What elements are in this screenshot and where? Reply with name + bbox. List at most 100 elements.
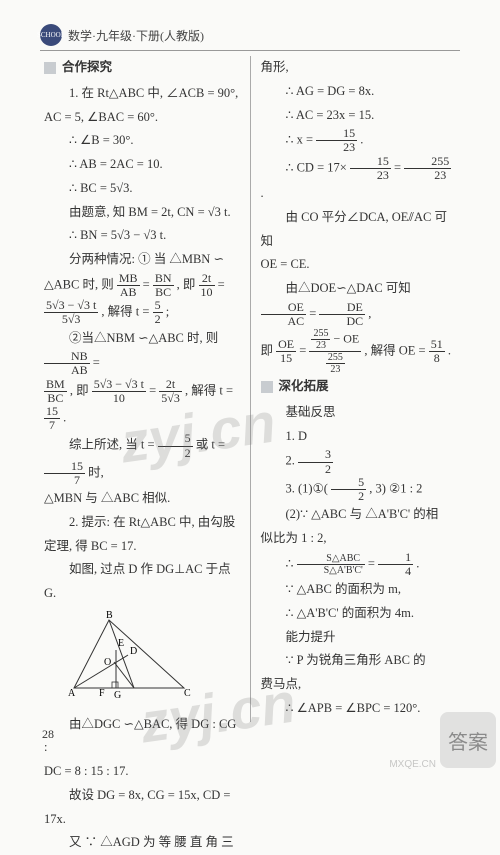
area-b-n: 1	[378, 551, 413, 565]
q2-row: 2. 32	[261, 448, 457, 475]
bbtd: 23	[311, 340, 330, 351]
l7: 分两种情况: ① 当 △MBN ∽	[44, 248, 240, 272]
fr1-a-den: AB	[117, 286, 140, 299]
section-deepen: 深化拓展	[261, 375, 457, 399]
sim-b: DEDC	[319, 301, 365, 328]
big-b-minus: − OE	[333, 331, 359, 345]
big-a: OE15	[276, 338, 296, 365]
big-b-bot: 25523	[326, 352, 345, 375]
big-eq1: =	[299, 344, 309, 358]
corner-logo-icon: 答案	[440, 712, 496, 768]
cd-b-d: 23	[404, 169, 451, 182]
sum-b: 157	[44, 460, 85, 487]
q1: 1. D	[261, 425, 457, 449]
big-row: 即 OE15 = 25523 − OE 25523 , 解得 OE = 518 …	[261, 328, 457, 375]
x-suf: .	[360, 133, 363, 147]
p-l3: ∴ ∠APB = ∠BPC = 120°.	[261, 697, 457, 721]
l6: ∴ BN = 5√3 − √3 t.	[44, 224, 240, 248]
sum-a: 52	[158, 432, 193, 459]
cd-suf: .	[261, 186, 264, 200]
p2: 2. 提示: 在 Rt△ABC 中, 由勾股	[44, 511, 240, 535]
fr2-end: ;	[166, 305, 169, 319]
p-l2: 费马点,	[261, 673, 457, 697]
fr1-end: =	[218, 277, 225, 291]
summary-row: 综上所述, 当 t = 52 或 t = 157 时,	[44, 432, 240, 487]
p2b: 定理, 得 BC = 17.	[44, 535, 240, 559]
section-cooperate: 合作探究	[44, 56, 240, 80]
case2-a: ②当△NBM ∽△ABC 时, 则	[69, 331, 218, 345]
big-a-n: OE	[276, 338, 296, 352]
fr1-suf: , 即	[177, 277, 199, 291]
x-row: ∴ x = 1523 .	[261, 127, 457, 154]
q3a-row: 3. (1)①( 52 , 3) ②1 : 2	[261, 476, 457, 503]
bbtn: 255	[311, 328, 330, 340]
school-logo-icon: SCHOOL	[40, 24, 62, 46]
sum-a-n: 5	[158, 432, 193, 446]
c2-a: NBAB	[44, 350, 90, 377]
fr1-mid: =	[143, 277, 153, 291]
c2-tail: , 解得 t =	[185, 383, 233, 397]
l3: ∴ AB = 2AC = 10.	[44, 153, 240, 177]
c2-a-n: NB	[44, 350, 90, 364]
big-b: 25523 − OE 25523	[309, 328, 361, 375]
fr2-b: 52	[153, 299, 163, 326]
cd-a: 1523	[350, 155, 391, 182]
bbbd: 23	[326, 364, 345, 375]
sum-b-n: 15	[44, 460, 85, 474]
area-pre: ∴	[286, 556, 297, 570]
sub-a: 基础反思	[261, 401, 457, 425]
r1: ∴ AG = DG = 8x.	[261, 80, 457, 104]
section-square-icon-2	[261, 381, 273, 393]
c2-e-n: 15	[44, 405, 60, 419]
q3a-n: 5	[331, 476, 366, 490]
x-d: 23	[316, 141, 357, 154]
big-c-d: 8	[429, 352, 445, 365]
fr2-b-num: 5	[153, 299, 163, 313]
frac-row-1: △ABC 时, 则 MBAB = BNBC , 即 2t10 =	[44, 272, 240, 299]
fr1-prefix: △ABC 时, 则	[44, 277, 117, 291]
fr2-a: 5√3 − √3 t5√3	[44, 299, 98, 326]
content-columns: 合作探究 1. 在 Rt△ABC 中, ∠ACB = 90°, AC = 5, …	[40, 56, 460, 722]
fr1-a: MBAB	[117, 272, 140, 299]
area-suf: .	[416, 556, 419, 570]
big-a-d: 15	[276, 352, 296, 365]
m2: ∴ △A'B'C' 的面积为 4m.	[261, 602, 457, 626]
area-eq: =	[368, 556, 378, 570]
case2-row2: BMBC , 即 5√3 − √3 t10 = 2t5√3 , 解得 t = 1…	[44, 378, 240, 433]
fr1-c: 2t10	[199, 272, 215, 299]
c2-b-n: BM	[44, 378, 67, 392]
big-c: 518	[429, 338, 445, 365]
p2c: 如图, 过点 D 作 DG⊥AC 于点 G.	[44, 558, 240, 606]
l1: AC = 5, ∠BAC = 60°.	[44, 106, 240, 130]
big-c-n: 51	[429, 338, 445, 352]
area-b-d: 4	[378, 565, 413, 578]
l0: 1. 在 Rt△ABC 中, ∠ACB = 90°,	[44, 82, 240, 106]
lbl-F: F	[99, 688, 105, 699]
c2-d-n: 2t	[159, 378, 182, 392]
big-b-num-wrap: 25523 − OE	[309, 328, 361, 352]
at4: 又 ∵ △AGD 为 等 腰 直 角 三	[44, 831, 240, 855]
cd-row: ∴ CD = 17× 1523 = 25523 .	[261, 155, 457, 206]
sub-b: 能力提升	[261, 626, 457, 650]
big-pre: 即	[261, 344, 274, 358]
triangle-diagram: A B C D E O F G	[64, 610, 194, 700]
fr2-b-den: 2	[153, 313, 163, 326]
l4: ∴ BC = 5√3.	[44, 177, 240, 201]
q3b2: 似比为 1 : 2,	[261, 527, 457, 551]
cd-b: 25523	[404, 155, 451, 182]
sim-eq: =	[309, 306, 319, 320]
fr1-b: BNBC	[153, 272, 174, 299]
fr1-c-den: 10	[199, 286, 215, 299]
left-column: 合作探究 1. 在 Rt△ABC 中, ∠ACB = 90°, AC = 5, …	[40, 56, 251, 722]
cd-eq: =	[394, 160, 404, 174]
sum-suf: 时,	[88, 465, 104, 479]
fr1-b-num: BN	[153, 272, 174, 286]
big-b-top: 25523	[311, 328, 330, 351]
co1: 由 CO 平分∠DCA, OE⫽AC 可知	[261, 206, 457, 254]
cd-pre: ∴ CD = 17×	[286, 160, 347, 174]
c2-d-d: 5√3	[159, 392, 182, 405]
co2: OE = CE.	[261, 253, 457, 277]
l2: ∴ ∠B = 30°.	[44, 129, 240, 153]
q3a-d: 2	[331, 490, 366, 503]
summary2: △MBN 与 △ABC 相似.	[44, 487, 240, 511]
